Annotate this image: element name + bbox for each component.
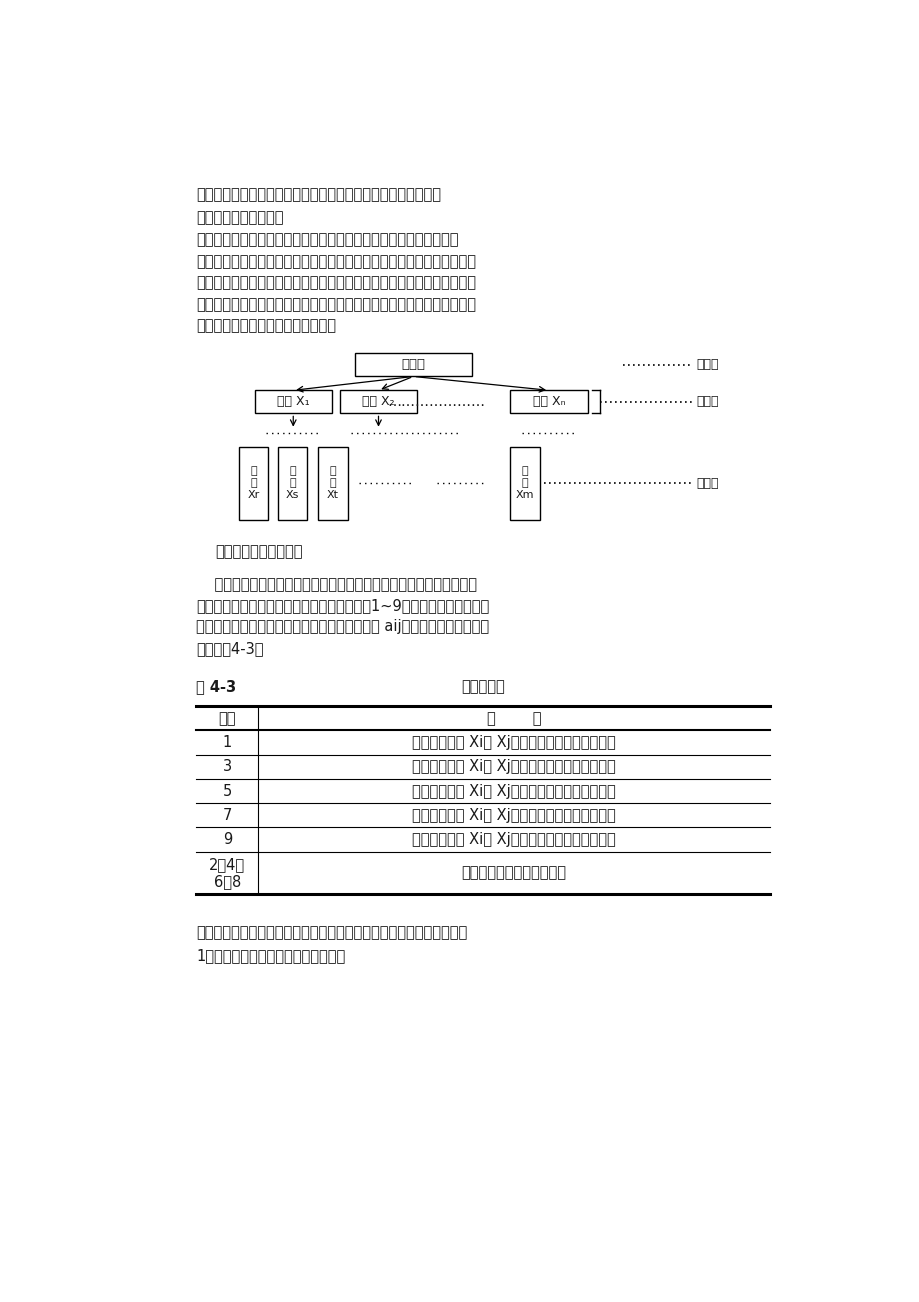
Text: （二）、建立判断矩阵: （二）、建立判断矩阵 [216, 544, 303, 560]
Text: 体系可划分为多个层次，最上层为目标层，最底层为措施层，在这两层之: 体系可划分为多个层次，最上层为目标层，最底层为措施层，在这两层之 [196, 297, 476, 311]
Text: 对要解决问题进行详细的分析之后，按照不同的性质将相关的指标从: 对要解决问题进行详细的分析之后，按照不同的性质将相关的指标从 [196, 233, 459, 247]
Text: 个层次，下次层指标作用于上层指标。通常运用层次分析法时，评测指标: 个层次，下次层指标作用于上层指标。通常运用层次分析法时，评测指标 [196, 275, 476, 290]
Text: 准则 X₁: 准则 X₁ [277, 396, 309, 409]
Bar [339, 391, 417, 414]
Text: 准则 X₂: 准则 X₂ [362, 396, 394, 409]
Text: 指
标
Xr: 指 标 Xr [247, 466, 259, 500]
Text: 1、目标层和各准则层之间的判断矩阵: 1、目标层和各准则层之间的判断矩阵 [196, 948, 346, 963]
Bar [318, 447, 347, 519]
Bar [355, 353, 471, 376]
Text: 表示两个因素 Xi和 Xj相比，前者比后者强烈重要: 表示两个因素 Xi和 Xj相比，前者比后者强烈重要 [412, 807, 616, 823]
Text: 标度的含义: 标度的含义 [460, 680, 505, 694]
Bar [239, 447, 268, 519]
Text: 级指标细化而来，进行两两比较，比较时采用1~9的比较尺度，这样一直: 级指标细化而来，进行两两比较，比较时采用1~9的比较尺度，这样一直 [196, 598, 489, 613]
Text: （一）、建立层次模型: （一）、建立层次模型 [196, 210, 284, 225]
Text: 指
标
Xs: 指 标 Xs [286, 466, 299, 500]
Text: 按照上面的判断矩阵的建立原理，即可构造相邻层次之间的判断矩阵：: 按照上面的判断矩阵的建立原理，即可构造相邻层次之间的判断矩阵： [196, 924, 467, 940]
Text: 9: 9 [222, 832, 232, 848]
Text: 表示上述相邻判断的中间值: 表示上述相邻判断的中间值 [461, 866, 566, 880]
Text: …………………: ………………… [387, 395, 485, 409]
Bar [510, 447, 539, 519]
Text: 3: 3 [222, 759, 232, 775]
Text: 到最底层来构建判断矩阵。建立判断矩阵时，用 aij值来表示比较标度，其: 到最底层来构建判断矩阵。建立判断矩阵时，用 aij值来表示比较标度，其 [196, 620, 489, 634]
Text: 2、4、
6、8: 2、4、 6、8 [210, 857, 245, 889]
Text: 间可建立一个或一个以上的准则层。: 间可建立一个或一个以上的准则层。 [196, 318, 336, 333]
Text: 表示两个因素 Xi和 Xj相比，前者比后者极端重要: 表示两个因素 Xi和 Xj相比，前者比后者极端重要 [412, 832, 616, 848]
Text: 标度: 标度 [219, 711, 236, 725]
Text: 表示两个因素 Xi和 Xj相比，前者比后者明显重要: 表示两个因素 Xi和 Xj相比，前者比后者明显重要 [412, 784, 616, 798]
Text: 计算结果作为分析问题、解决问题决策方法，其计算步骤如下。: 计算结果作为分析问题、解决问题决策方法，其计算步骤如下。 [196, 187, 441, 202]
Text: 准则 Xₙ: 准则 Xₙ [532, 396, 564, 409]
Text: 指
标
Xt: 指 标 Xt [326, 466, 338, 500]
Text: 5: 5 [222, 784, 232, 798]
Text: 1: 1 [222, 736, 232, 750]
Text: 表示两个因素 Xi和 Xj相比，两者具有相同重要性: 表示两个因素 Xi和 Xj相比，两者具有相同重要性 [412, 736, 616, 750]
Text: 含义如表4-3。: 含义如表4-3。 [196, 641, 264, 656]
Bar [255, 391, 332, 414]
Text: 表 4-3: 表 4-3 [196, 680, 236, 694]
Text: 准则层: 准则层 [696, 396, 718, 409]
Text: 措施层: 措施层 [696, 477, 718, 490]
Text: 目标层: 目标层 [696, 358, 718, 371]
Text: 7: 7 [222, 807, 232, 823]
Text: 除了目标层外，将位于相同层次的指标，并且这些指标是由同一个上: 除了目标层外，将位于相同层次的指标，并且这些指标是由同一个上 [196, 577, 477, 591]
Text: 含        义: 含 义 [486, 711, 540, 725]
Text: 指
标
Xm: 指 标 Xm [516, 466, 534, 500]
Bar [510, 391, 587, 414]
Text: 上到下进行细分，形成多个层次。由同一个指标细分出的子指标同属于一: 上到下进行细分，形成多个层次。由同一个指标细分出的子指标同属于一 [196, 254, 476, 270]
Bar [278, 447, 307, 519]
Text: 目标层: 目标层 [401, 358, 425, 371]
Text: 表示两个因素 Xi和 Xj相比，前者比后者稍微重要: 表示两个因素 Xi和 Xj相比，前者比后者稍微重要 [412, 759, 616, 775]
